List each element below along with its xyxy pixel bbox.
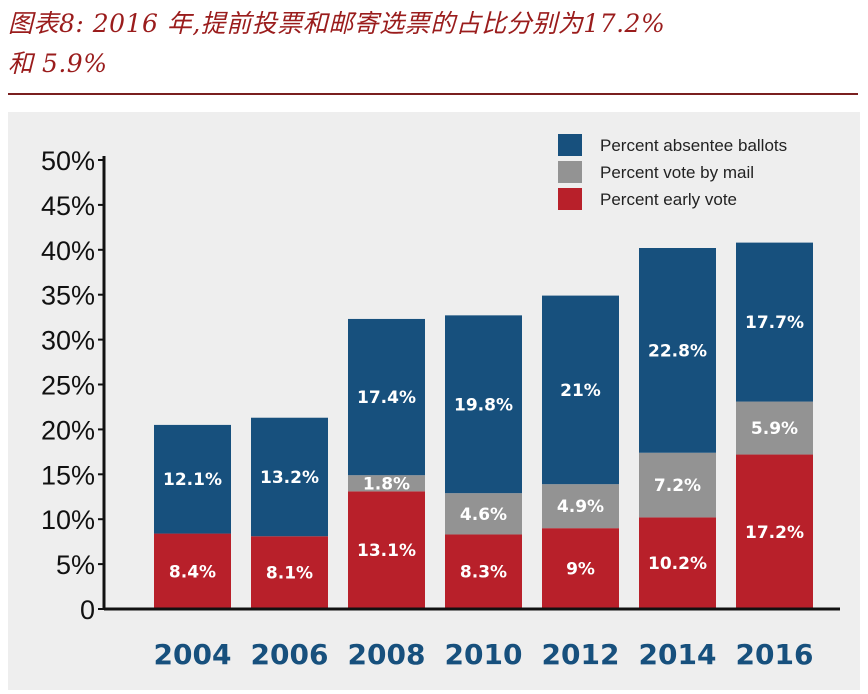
data-label-absentee-2014: 22.8%	[648, 341, 707, 361]
data-label-early-2008: 13.1%	[357, 541, 416, 561]
bar-mail-2016	[736, 401, 813, 455]
data-label-absentee-2006: 13.2%	[260, 468, 319, 488]
x-tick-label-2010: 2010	[445, 638, 523, 671]
bar-absentee-2006	[251, 417, 328, 537]
y-tick-label: 10%	[41, 505, 95, 535]
bar-early-2004	[154, 533, 231, 609]
y-tick-label: 0	[80, 595, 95, 625]
bar-absentee-2004	[154, 424, 231, 534]
data-label-mail-2014: 7.2%	[654, 476, 701, 496]
data-label-absentee-2004: 12.1%	[163, 470, 222, 490]
y-tick-label: 20%	[41, 415, 95, 445]
data-label-mail-2012: 4.9%	[557, 497, 604, 517]
figure-caption: 图表8: 2016 年,提前投票和邮寄选票的占比分别为17.2% 和 5.9%	[8, 4, 858, 84]
x-tick-label-2016: 2016	[736, 638, 814, 671]
data-label-early-2010: 8.3%	[460, 563, 507, 583]
bar-mail-2014	[639, 452, 716, 518]
legend-swatch-mail	[558, 161, 582, 183]
x-tick-label-2004: 2004	[154, 638, 232, 671]
data-label-early-2016: 17.2%	[745, 523, 804, 543]
caption-divider	[8, 93, 858, 95]
data-label-mail-2008: 1.8%	[363, 474, 410, 494]
data-label-mail-2016: 5.9%	[751, 419, 798, 439]
bar-early-2016	[736, 454, 813, 609]
legend-label-mail: Percent vote by mail	[600, 163, 754, 182]
y-tick-label: 30%	[41, 326, 95, 356]
bar-mail-2008	[348, 475, 425, 492]
data-label-absentee-2008: 17.4%	[357, 388, 416, 408]
bar-absentee-2010	[445, 315, 522, 494]
caption-line-2: 和 5.9%	[8, 49, 108, 78]
bar-early-2014	[639, 517, 716, 609]
y-tick-label: 15%	[41, 460, 95, 490]
bar-mail-2010	[445, 493, 522, 535]
caption-line-1: 图表8: 2016 年,提前投票和邮寄选票的占比分别为17.2%	[8, 9, 666, 38]
bar-early-2008	[348, 491, 425, 609]
legend-swatch-early	[558, 188, 582, 210]
data-label-absentee-2016: 17.7%	[745, 313, 804, 333]
bar-early-2010	[445, 534, 522, 609]
data-label-early-2006: 8.1%	[266, 564, 313, 584]
y-tick-label: 5%	[56, 550, 95, 580]
data-label-early-2004: 8.4%	[169, 562, 216, 582]
bar-absentee-2008	[348, 318, 425, 476]
y-tick-label: 45%	[41, 191, 95, 221]
legend-label-absentee: Percent absentee ballots	[600, 136, 787, 155]
data-label-absentee-2012: 21%	[560, 381, 601, 401]
x-tick-label-2014: 2014	[639, 638, 717, 671]
bar-absentee-2016	[736, 242, 813, 402]
bar-early-2012	[542, 528, 619, 609]
data-label-early-2012: 9%	[566, 560, 595, 580]
x-tick-label-2006: 2006	[251, 638, 329, 671]
data-label-early-2014: 10.2%	[648, 554, 707, 574]
data-label-absentee-2010: 19.8%	[454, 395, 513, 415]
bar-early-2006	[251, 536, 328, 609]
chart-panel	[8, 112, 860, 690]
data-label-mail-2010: 4.6%	[460, 505, 507, 525]
y-tick-label: 50%	[41, 146, 95, 176]
legend-swatch-absentee	[558, 134, 582, 156]
y-tick-label: 25%	[41, 371, 95, 401]
y-tick-label: 40%	[41, 236, 95, 266]
bar-absentee-2014	[639, 248, 716, 453]
x-tick-label-2012: 2012	[542, 638, 620, 671]
legend-label-early: Percent early vote	[600, 190, 737, 209]
y-tick-label: 35%	[41, 281, 95, 311]
bar-mail-2012	[542, 484, 619, 529]
bar-absentee-2012	[542, 295, 619, 485]
x-tick-label-2008: 2008	[348, 638, 426, 671]
